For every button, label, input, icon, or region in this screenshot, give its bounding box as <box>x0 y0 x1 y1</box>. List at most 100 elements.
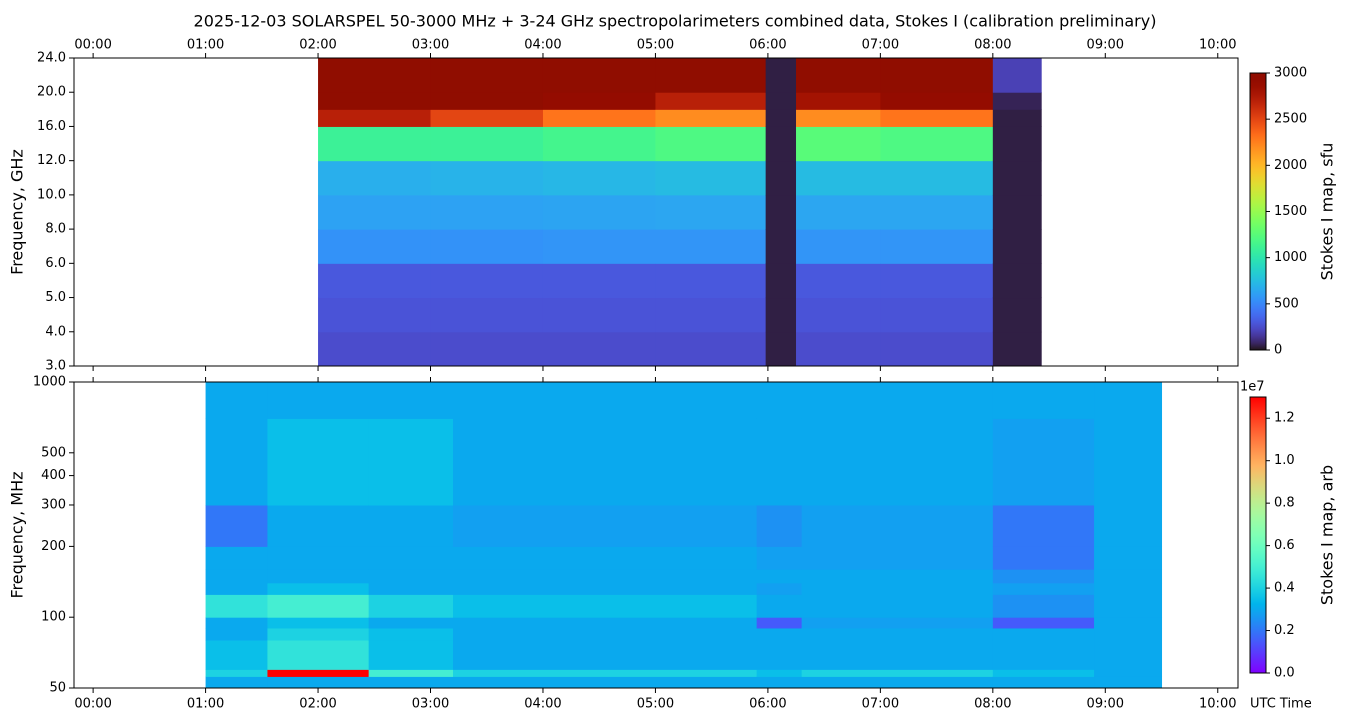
x-tick-label: 07:00 <box>862 38 899 53</box>
heatmap-cell <box>801 639 994 670</box>
heatmap-cell <box>318 297 432 333</box>
heatmap-cell <box>655 126 767 162</box>
heatmap-cell <box>765 58 797 93</box>
heatmap-cell <box>796 263 881 299</box>
plot-frame <box>73 381 1239 689</box>
heatmap-cell <box>992 229 1042 264</box>
colorbar-label: Stokes I map, sfu <box>1318 143 1337 281</box>
heatmap-cell <box>796 297 881 333</box>
heatmap-cell <box>205 382 268 419</box>
heatmap-cell <box>1094 582 1163 595</box>
colorbar-tick-label: 0 <box>1274 343 1282 358</box>
heatmap-cell <box>801 627 994 641</box>
colorbar-tick-label: 0.8 <box>1274 496 1295 511</box>
heatmap-cell <box>1094 418 1163 506</box>
heatmap-cell <box>992 594 1095 618</box>
heatmap-cell <box>992 92 1042 110</box>
heatmap-cell <box>205 627 268 641</box>
x-tick-label: 06:00 <box>749 38 786 53</box>
colorbar-tick-label: 0.6 <box>1274 538 1295 553</box>
heatmap-cell <box>267 546 370 570</box>
heatmap-cell <box>992 504 1095 547</box>
heatmap-cell <box>205 569 268 584</box>
heatmap-cell <box>796 331 881 367</box>
heatmap-cell <box>796 109 881 127</box>
heatmap-cell <box>801 504 994 547</box>
heatmap-cell <box>368 418 454 506</box>
y-axis-label: Frequency, MHz <box>8 471 27 598</box>
y-tick-label: 3.0 <box>45 359 66 374</box>
heatmap-cell <box>880 263 994 299</box>
heatmap-cell <box>368 382 454 419</box>
colorbar <box>1249 396 1267 674</box>
heatmap-cell <box>992 639 1095 670</box>
heatmap-cell <box>267 617 370 629</box>
heatmap-cell <box>267 582 370 595</box>
heatmap-cell <box>430 160 544 196</box>
x-tick-label: 06:00 <box>749 697 786 712</box>
y-tick-label: 50 <box>49 681 66 696</box>
heatmap-cell <box>992 546 1095 570</box>
heatmap-cell <box>368 639 454 670</box>
heatmap-cell <box>1094 627 1163 641</box>
heatmap-cell <box>542 58 656 93</box>
heatmap-cell <box>368 669 454 677</box>
heatmap-cell <box>801 669 994 677</box>
x-tick-label: 03:00 <box>412 38 449 53</box>
colorbar-label: Stokes I map, arb <box>1318 465 1337 605</box>
y-tick-label: 1000 <box>33 375 66 390</box>
y-tick-label: 10.0 <box>37 187 66 202</box>
heatmap-cell <box>992 263 1042 299</box>
heatmap-cell <box>542 229 656 264</box>
colorbar-tick-label: 2500 <box>1274 112 1307 127</box>
colorbar-tick-label: 1500 <box>1274 204 1307 219</box>
heatmap-cell <box>655 194 767 230</box>
heatmap-cell <box>756 669 803 677</box>
x-tick-label: 04:00 <box>524 697 561 712</box>
heatmap-cell <box>801 546 994 570</box>
heatmap-cell <box>880 126 994 162</box>
y-tick-label: 4.0 <box>45 324 66 339</box>
heatmap-cell <box>756 627 803 641</box>
heatmap-cell <box>542 109 656 127</box>
heatmap-cell <box>453 569 758 584</box>
heatmap-cell <box>765 126 797 162</box>
heatmap-cell <box>801 569 994 584</box>
heatmap-cell <box>453 382 758 419</box>
heatmap-cell <box>542 297 656 333</box>
heatmap-cell <box>542 263 656 299</box>
heatmap-cell <box>368 569 454 584</box>
heatmap-cell <box>992 627 1095 641</box>
heatmap-cell <box>453 617 758 629</box>
heatmap-cell <box>267 382 370 419</box>
heatmap-cell <box>765 263 797 299</box>
x-tick-label: 04:00 <box>524 38 561 53</box>
heatmap-cell <box>756 569 803 584</box>
x-tick-label: 08:00 <box>974 697 1011 712</box>
heatmap-cell <box>430 263 544 299</box>
heatmap-cell <box>801 594 994 618</box>
y-tick-label: 100 <box>41 610 66 625</box>
heatmap-cell <box>765 160 797 196</box>
heatmap-cell <box>453 418 758 506</box>
heatmap-cell <box>430 126 544 162</box>
x-tick-label: 01:00 <box>187 697 224 712</box>
y-tick-label: 500 <box>41 445 66 460</box>
heatmap-cell <box>430 194 544 230</box>
heatmap <box>318 58 1042 367</box>
heatmap-cell <box>655 92 767 110</box>
heatmap-cell <box>765 92 797 110</box>
heatmap-cell <box>992 126 1042 162</box>
x-tick-label: 05:00 <box>637 697 674 712</box>
y-tick-label: 12.0 <box>37 153 66 168</box>
heatmap-cell <box>655 263 767 299</box>
heatmap-cell <box>992 58 1042 93</box>
heatmap-cell <box>318 194 432 230</box>
y-tick-label: 6.0 <box>45 256 66 271</box>
heatmap-cell <box>205 676 268 689</box>
heatmap-cell <box>453 627 758 641</box>
heatmap-cell <box>655 109 767 127</box>
heatmap-cell <box>992 109 1042 127</box>
heatmap-cell <box>453 669 758 677</box>
